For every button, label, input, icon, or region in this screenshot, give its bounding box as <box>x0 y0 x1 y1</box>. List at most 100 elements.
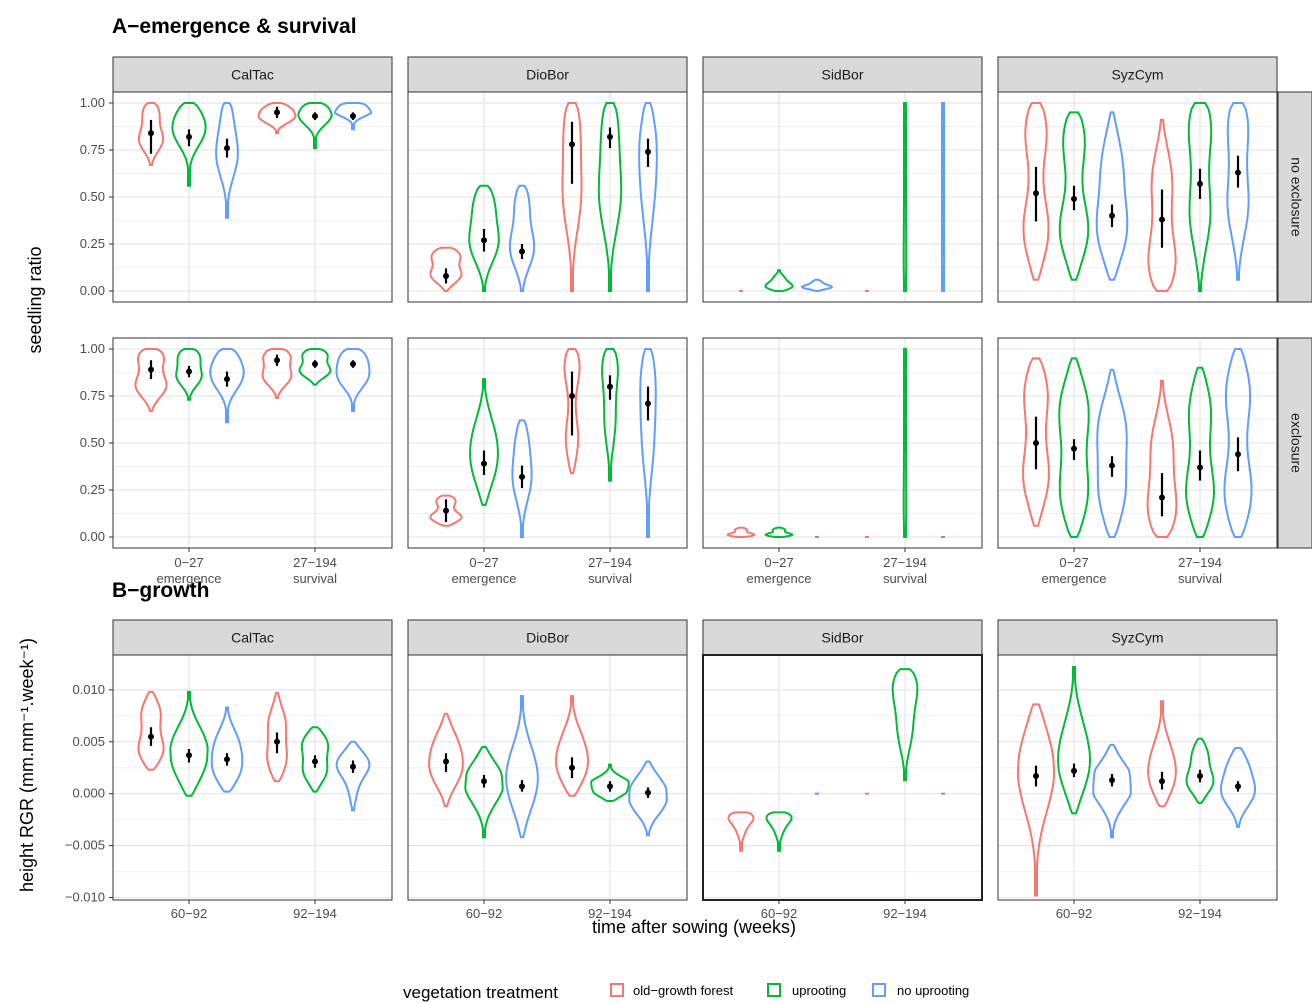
panel-a-SyzCym-exclosure-1-0-violin <box>1146 380 1178 538</box>
panel-b-SyzCym-1-1-violin <box>1185 737 1215 804</box>
panel-a-DioBor-no-exclosure-1-1-mean-point <box>607 133 613 140</box>
panel-a-CalTac-exclosure-1-0-violin <box>261 348 293 399</box>
panel-a-CalTac-no-exclosure-0-1-mean-point <box>186 133 192 140</box>
a-DioBor-strip-label: DioBor <box>526 67 569 83</box>
panel-b-CalTac-1-0-violin <box>266 692 288 783</box>
panel-a-SyzCym-exclosure-1-2-mean-point <box>1235 451 1241 458</box>
panel-b-SyzCym-0-0-mean-point <box>1033 773 1039 780</box>
legend-label-no-uprooting: no uprooting <box>897 983 969 998</box>
panel-b-DioBor-0-2-mean-point <box>519 783 525 790</box>
b-ytick-label: 0.000 <box>72 786 105 801</box>
b-CalTac-strip <box>112 619 393 656</box>
panel-a-DioBor-no-exclosure-0-2-violin <box>508 184 536 292</box>
panel-a-CalTac-no-exclosure-0-1-violin <box>171 102 207 187</box>
a-SyzCym-strip <box>997 56 1278 93</box>
b-xtick-label: 60−92 <box>761 906 798 921</box>
b-xtick-label: 92−194 <box>293 906 337 921</box>
panel-a-DioBor-exclosure-0-0-mean-point <box>443 507 449 514</box>
panel-b-SyzCym-1-0-mean-point <box>1159 778 1165 785</box>
b-xtick-label: 92−194 <box>588 906 632 921</box>
a-xtick-sublabel: emergence <box>156 571 221 586</box>
panel-a-CalTac-no-exclosure-0-2-mean-point <box>224 145 230 152</box>
legend-key-old-growth <box>610 983 624 997</box>
panel-b-SyzCym <box>997 654 1278 901</box>
panel-a-CalTac-exclosure-1-1-mean-point <box>312 361 318 368</box>
a-CalTac-strip-label: CalTac <box>231 67 274 83</box>
a-xtick-label: 0−27 <box>469 555 498 570</box>
panel-b-DioBor-1-0-violin <box>555 695 589 797</box>
legend-key-no-uprooting <box>872 983 886 997</box>
a-ytick-label: 0.75 <box>80 142 105 157</box>
panel-b-SyzCym-border <box>997 654 1278 901</box>
panel-a-CalTac-exclosure-1-2-mean-point <box>350 361 356 368</box>
a-SidBor-strip-label: SidBor <box>821 67 863 83</box>
panel-a-SyzCym-no-exclosure-1-0-mean-point <box>1159 216 1165 223</box>
panel-a-CalTac-exclosure-1-2-violin <box>335 348 371 412</box>
panel-a-SyzCym-exclosure-1-1-violin <box>1184 366 1216 538</box>
panel-b-DioBor-1-1-mean-point <box>607 783 613 790</box>
panel-a-SidBor-no-exclosure-border <box>702 91 983 303</box>
x-axis-title: time after sowing (weeks) <box>592 917 796 937</box>
panel-b-CalTac <box>112 654 393 901</box>
panel-a-DioBor-no-exclosure-border <box>407 91 688 303</box>
panel-b-SyzCym-1-0-violin <box>1147 700 1177 808</box>
panel-a-DioBor-no-exclosure-1-2-violin <box>638 102 658 292</box>
a-ytick-label: 0.25 <box>80 236 105 251</box>
b-SyzCym-strip-label: SyzCym <box>1111 630 1163 646</box>
panel-a-CalTac-exclosure-0-1-mean-point <box>186 368 192 375</box>
a-row-1-strip-label: exclosure <box>1288 413 1304 473</box>
a-SidBor-strip <box>702 56 983 93</box>
a-DioBor-strip <box>407 56 688 93</box>
panel-a-SyzCym-exclosure-0-2-violin <box>1096 368 1128 538</box>
panel-b-DioBor-border <box>407 654 688 901</box>
panel-a-SyzCym-exclosure-1-0-mean-point <box>1159 494 1165 501</box>
plots-layer: CalTac 0.00 0.25 0.50 0.75 1.00 DioBor SidBor Sy… <box>65 56 1312 921</box>
panel-a-SyzCym-exclosure-1-1-mean-point <box>1197 464 1203 471</box>
panel-a-SyzCym-no-exclosure-1-2-mean-point <box>1235 169 1241 176</box>
panel-a-DioBor-exclosure <box>407 337 688 549</box>
panel-a-DioBor-exclosure-1-2-mean-point <box>645 400 651 407</box>
panel-a-CalTac-no-exclosure <box>112 91 393 303</box>
panel-a-CalTac-no-exclosure-1-0-violin <box>257 102 297 135</box>
a-SyzCym-strip-label: SyzCym <box>1111 67 1163 83</box>
panel-b-DioBor-0-0-mean-point <box>443 758 449 765</box>
b-CalTac-strip-label: CalTac <box>231 630 274 646</box>
a-xtick-label: 0−27 <box>174 555 203 570</box>
panel-a-SidBor-no-exclosure-1-2-violin <box>940 102 946 292</box>
b-ytick-label: −0.010 <box>65 890 105 905</box>
b-xtick-label: 60−92 <box>466 906 503 921</box>
y-axis-title-b: height RGR (mm.mm⁻¹.week⁻¹) <box>17 638 37 892</box>
panel-a-CalTac-no-exclosure-0-0-mean-point <box>148 130 154 137</box>
panel-b-DioBor-0-1-mean-point <box>481 778 487 785</box>
panel-b-SidBor-border <box>702 654 983 901</box>
b-DioBor-strip-label: DioBor <box>526 630 569 646</box>
panel-b-CalTac-1-1-violin <box>300 726 330 793</box>
panel-a-DioBor-no-exclosure-1-1-violin <box>597 102 623 292</box>
a-row-0-strip-label: no exclosure <box>1288 157 1304 237</box>
panel-b-SyzCym-0-1-mean-point <box>1071 767 1077 774</box>
a-ytick-label: 0.00 <box>80 283 105 298</box>
a-row-1-strip <box>1277 337 1312 549</box>
panel-a-DioBor-exclosure-1-2-violin <box>639 348 657 538</box>
a-xtick-sublabel: survival <box>883 571 927 586</box>
panel-a-SyzCym-exclosure-0-2-mean-point <box>1109 462 1115 469</box>
panel-b-DioBor <box>407 654 688 901</box>
panel-a-CalTac-exclosure-0-0-violin <box>134 348 168 412</box>
panel-a-SidBor-exclosure-0-0-violin <box>726 526 756 538</box>
panel-a-CalTac-exclosure-0-1-violin <box>175 348 203 401</box>
panel-b-CalTac-bg <box>113 655 392 900</box>
panel-a-CalTac-no-exclosure-1-0-mean-point <box>274 109 280 116</box>
b-xtick-label: 60−92 <box>1056 906 1093 921</box>
panel-b-SidBor-1-1-violin <box>891 668 919 782</box>
panel-a-SyzCym-exclosure-1-2-violin <box>1223 348 1253 538</box>
panel-a-CalTac-no-exclosure-0-2-violin <box>215 102 239 219</box>
panel-b-DioBor-bg <box>408 655 687 900</box>
panel-a-DioBor-exclosure-border <box>407 337 688 549</box>
panel-a-DioBor-exclosure-1-1-violin <box>601 348 619 482</box>
panel-a-CalTac-no-exclosure-0-0-violin <box>137 102 165 166</box>
b-DioBor-strip <box>407 619 688 656</box>
panel-a-CalTac-no-exclosure-1-1-mean-point <box>312 113 318 120</box>
a-xtick-label: 27−194 <box>588 555 632 570</box>
panel-a-SyzCym-exclosure-0-1-mean-point <box>1071 445 1077 452</box>
panel-a-CalTac-exclosure-0-0-mean-point <box>148 366 154 373</box>
